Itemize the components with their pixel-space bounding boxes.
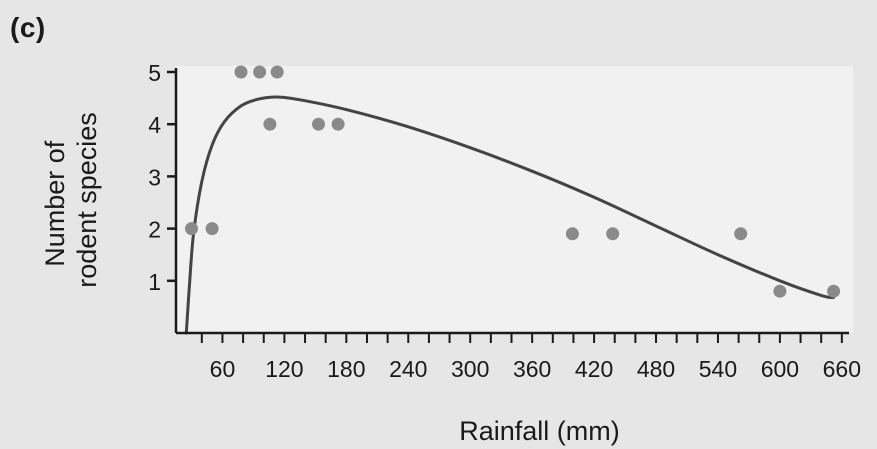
x-tick-labels: 60 120 180 240 300 360 420 480 540 600 660	[210, 356, 861, 382]
x-tick-label: 660	[823, 356, 861, 382]
x-tick-label: 540	[699, 356, 737, 382]
y-tick-label: 2	[148, 217, 161, 243]
x-tick-label: 240	[389, 356, 427, 382]
plot-area	[176, 66, 853, 333]
y-axis-label: Number of rodent species	[40, 112, 102, 288]
axes-layer	[167, 68, 849, 343]
data-point	[234, 65, 248, 79]
data-point	[773, 284, 787, 298]
data-point	[331, 117, 345, 131]
fit-curve	[184, 95, 836, 335]
data-point	[827, 284, 841, 298]
x-axis-label: Rainfall (mm)	[459, 416, 620, 446]
y-tick-label: 4	[148, 112, 161, 138]
y-tick-label: 3	[148, 164, 161, 190]
data-point	[734, 227, 748, 241]
data-point	[606, 227, 620, 241]
x-tick-label: 360	[513, 356, 551, 382]
x-tick-label: 600	[761, 356, 799, 382]
panel-label: (c)	[10, 12, 46, 43]
y-tick-label: 1	[148, 269, 161, 295]
y-axis-label-line-1: Number of	[40, 140, 70, 267]
fit-curve-layer	[184, 95, 836, 335]
x-tick-label: 120	[265, 356, 303, 382]
x-tick-label: 420	[575, 356, 613, 382]
x-tick-label: 60	[210, 356, 236, 382]
data-point	[312, 117, 325, 131]
x-tick-label: 180	[327, 356, 365, 382]
data-point	[270, 65, 284, 79]
y-tick-label: 5	[148, 60, 161, 86]
x-tick-label: 480	[637, 356, 675, 382]
data-point	[263, 117, 277, 131]
y-tick-labels: 1 2 3 4 5	[148, 60, 161, 295]
data-point	[185, 222, 198, 236]
y-axis-label-line-2: rodent species	[72, 112, 102, 288]
data-point	[565, 227, 579, 241]
data-point	[253, 65, 267, 79]
data-point	[205, 222, 219, 236]
data-points-layer	[185, 65, 841, 298]
x-tick-label: 300	[451, 356, 489, 382]
